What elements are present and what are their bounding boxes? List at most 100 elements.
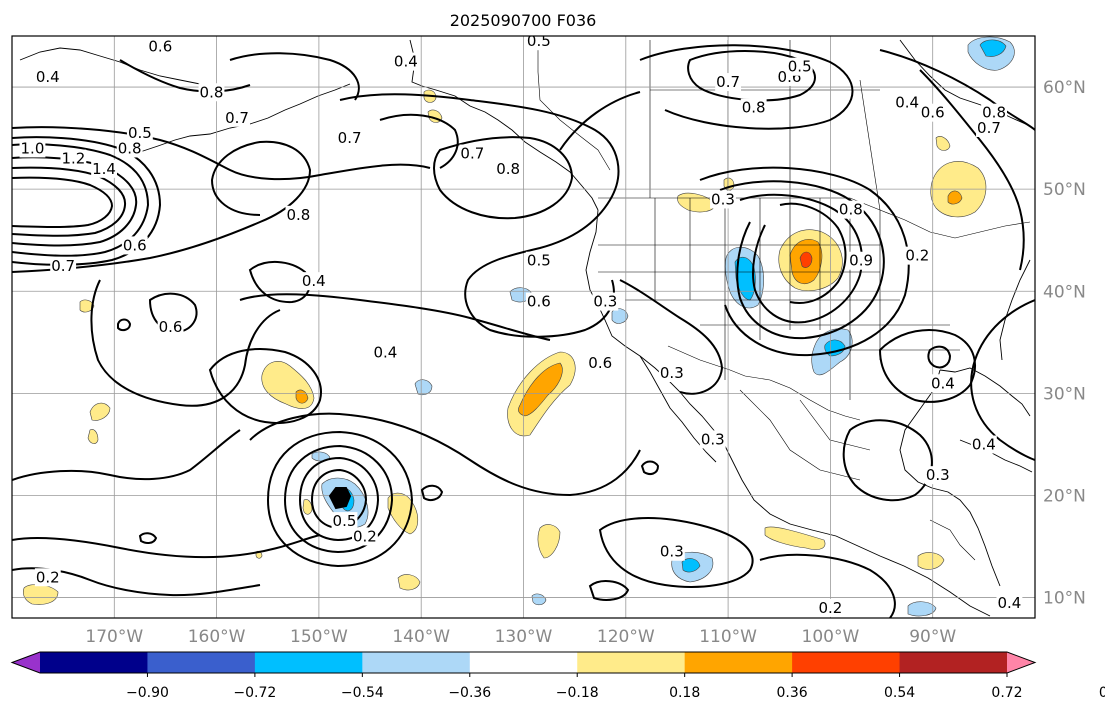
shade-positive-tc-east xyxy=(387,492,419,535)
contour-label-background xyxy=(930,374,956,393)
shade-negative-small-2 xyxy=(531,593,547,606)
colorbar-tick-label: 0.90 xyxy=(1099,685,1105,701)
contour-label-background xyxy=(699,430,726,449)
contour-label-background xyxy=(372,343,399,362)
contour-label-background xyxy=(715,73,742,92)
colorbar-bin xyxy=(469,652,578,673)
contour-label: 1.2 xyxy=(61,150,85,168)
coast-westcoast xyxy=(585,209,723,441)
shade-negative-small-1 xyxy=(907,601,937,617)
colorbar-tick-label: −0.18 xyxy=(556,685,599,701)
shade-positive-mexico-s2 xyxy=(537,524,561,559)
contour-label-background xyxy=(658,542,685,561)
contour-small-4 xyxy=(420,484,444,501)
contour-label: 0.8 xyxy=(982,104,1006,122)
lat-label: 10°N xyxy=(1043,589,1086,609)
contour-label-background xyxy=(786,57,813,76)
contour-label: 0.7 xyxy=(716,73,740,91)
contour-label-background xyxy=(50,256,77,275)
shade-positive-west2 xyxy=(87,429,99,444)
contour-label: 0.4 xyxy=(373,344,397,362)
contour-label: 0.5 xyxy=(128,124,152,142)
colorbar-bin xyxy=(792,652,901,673)
colorbar-tick-label: 0.36 xyxy=(777,685,808,701)
shade-positive-midwest-max xyxy=(799,251,813,268)
contour-label-background xyxy=(904,246,931,265)
contour-northpac-1 xyxy=(379,113,459,169)
colorbar-bin xyxy=(362,652,471,673)
contour-tc-eye xyxy=(328,487,352,510)
contour-label-background xyxy=(919,103,946,122)
shade-positive-mexico-s1 xyxy=(764,526,826,550)
contour-label: 0.4 xyxy=(36,68,60,86)
contour-label: 0.3 xyxy=(711,190,735,208)
contour-label: 0.4 xyxy=(302,272,326,290)
contour-label-background xyxy=(126,124,153,143)
contour-northpac-2 xyxy=(229,52,360,101)
contour-label-background xyxy=(121,236,148,255)
contour-northpac-3 xyxy=(119,59,251,93)
coast-florida xyxy=(939,367,1031,417)
lat-label: 20°N xyxy=(1043,486,1086,506)
colorbar-tick-label: −0.54 xyxy=(341,685,384,701)
contour-label: 0.4 xyxy=(997,594,1021,612)
contour-east-1 xyxy=(878,329,976,403)
contour-label: 0.5 xyxy=(527,252,551,270)
contour-jet-1 xyxy=(12,143,150,257)
contour-east-3 xyxy=(970,299,1035,461)
contour-label: 0.3 xyxy=(593,293,617,311)
contour-trough-1 xyxy=(739,193,863,324)
shade-negative-hudson-core xyxy=(979,39,1007,57)
contour-label: 0.5 xyxy=(333,512,357,530)
contour-label-background xyxy=(592,292,619,311)
contour-jet-3 xyxy=(12,166,127,237)
contour-east-pac-3 xyxy=(249,412,641,497)
lon-label: 140°W xyxy=(392,627,450,647)
contour-tc-4 xyxy=(266,430,414,568)
contour-trough-3 xyxy=(699,166,910,357)
border-central-america xyxy=(929,519,976,561)
border-us-mexico xyxy=(667,345,861,421)
shade-positive-baja-core xyxy=(518,362,563,417)
contour-label: 0.7 xyxy=(338,129,362,147)
contour-label-background xyxy=(525,36,552,51)
border-alaska-canada xyxy=(537,40,611,171)
shade-positive-ontario-core xyxy=(947,190,963,205)
coast-bering xyxy=(19,47,221,87)
contour-label: 0.9 xyxy=(849,252,873,270)
contour-label: 0.6 xyxy=(123,236,147,254)
colorbar-extend-low xyxy=(12,652,40,673)
shaded-anomalies xyxy=(22,36,1015,617)
contour-east-2 xyxy=(927,345,952,369)
contour-label: 0.7 xyxy=(51,257,75,275)
contour-label-background xyxy=(495,159,522,178)
contour-jet-5 xyxy=(12,136,162,266)
colorbar-tick-label: −0.36 xyxy=(448,685,491,701)
contour-small-2 xyxy=(640,460,660,475)
colorbar-bin xyxy=(684,652,793,673)
contour-main-1 xyxy=(12,126,431,181)
contour-label: 0.3 xyxy=(926,466,950,484)
lon-label: 110°W xyxy=(699,627,757,647)
contour-label-background xyxy=(336,129,363,148)
contour-main-2 xyxy=(12,140,312,273)
contour-alaska-2 xyxy=(339,93,620,338)
figure-title: 2025090700 F036 xyxy=(450,11,597,30)
contour-label: 0.5 xyxy=(527,32,551,50)
colorbar-tick-label: −0.72 xyxy=(233,685,276,701)
contour-label-background xyxy=(740,98,767,117)
contour-label-background xyxy=(116,139,143,158)
colorbar-tick-label: −0.90 xyxy=(126,685,169,701)
contour-label: 0.6 xyxy=(148,37,172,55)
contour-label-background xyxy=(970,435,997,454)
contour-label-background xyxy=(459,144,486,163)
contour-label: 0.6 xyxy=(588,354,612,372)
contour-label-background xyxy=(817,598,844,617)
contour-label-background xyxy=(848,251,875,270)
contour-label: 0.4 xyxy=(895,93,919,111)
lon-label: 130°W xyxy=(495,627,553,647)
lon-label: 100°W xyxy=(802,627,860,647)
contour-trough-2 xyxy=(719,180,885,340)
contour-label: 0.4 xyxy=(394,53,418,71)
